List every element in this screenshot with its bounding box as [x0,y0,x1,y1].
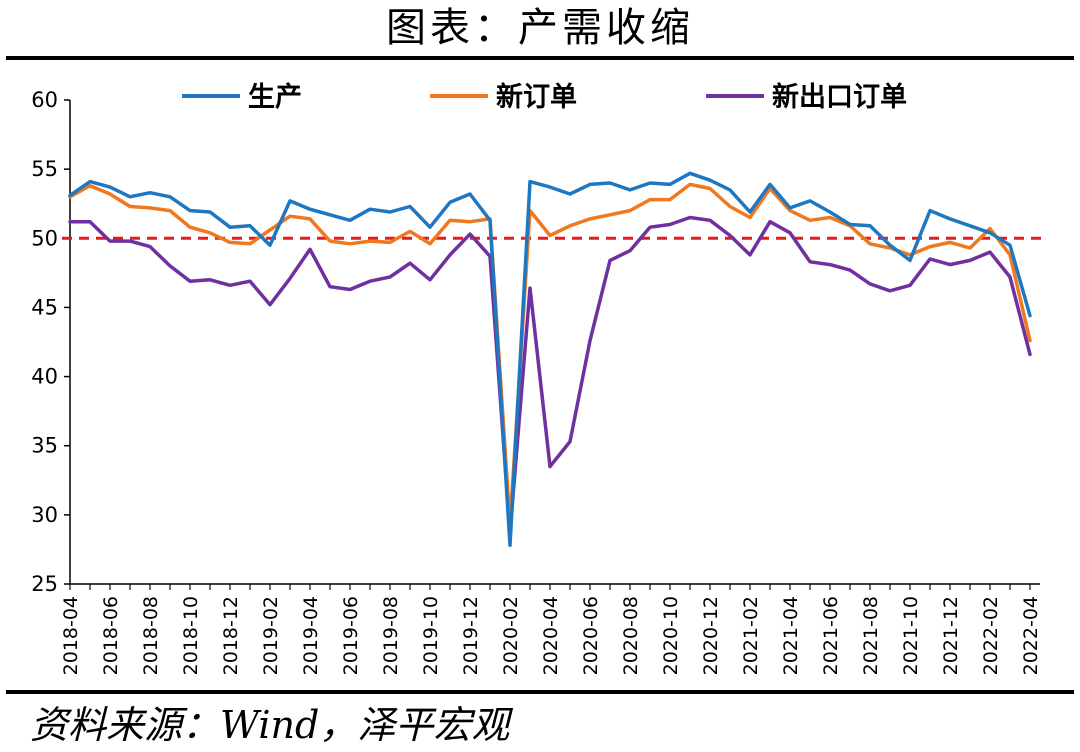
x-tick-label: 2021-10 [900,596,922,675]
y-tick-label: 40 [31,365,58,389]
source-note: 资料来源：Wind，泽平宏观 [30,703,510,747]
x-tick-label: 2019-02 [260,596,282,675]
series-line-1 [68,182,1032,527]
y-tick-label: 50 [31,226,58,250]
legend-label-1: 新订单 [496,81,577,113]
x-tick-label: 2018-08 [140,596,162,675]
y-tick-label: 60 [31,88,58,112]
series-line-2 [68,215,1032,535]
x-tick-label: 2019-06 [340,596,362,675]
x-tick-label: 2022-02 [980,596,1002,675]
y-tick-label: 45 [31,295,58,319]
x-tick-label: 2020-10 [660,596,682,675]
x-tick-label: 2019-10 [420,596,442,675]
x-tick-label: 2019-04 [300,596,322,675]
series-group [68,171,1032,548]
series-line-0 [68,171,1032,548]
x-tick-label: 2019-12 [460,596,482,675]
x-tick-label: 2020-02 [500,596,522,675]
y-tick-label: 55 [31,157,58,181]
x-tick-label: 2020-08 [620,596,642,675]
line-chart: 生产 新订单 新出口订单 25 30 35 40 45 50 55 60 2018-04 2018-0… [31,81,1044,675]
bottom-rule [6,690,1074,694]
x-tick-label: 2021-08 [860,596,882,675]
x-tick-label: 2022-04 [1020,596,1042,675]
x-tick-label: 2018-04 [60,596,82,675]
x-tick-label: 2020-06 [580,596,602,675]
x-tick-label: 2020-12 [700,596,722,675]
x-tick-label: 2021-02 [740,596,762,675]
x-tick-label: 2020-04 [540,596,562,675]
legend-label-0: 生产 [248,82,302,113]
y-tick-label: 25 [31,572,58,596]
page-title: 图表：产需收缩 [386,5,694,51]
x-tick-label: 2018-10 [180,596,202,675]
x-tick-label: 2019-08 [380,596,402,675]
x-tick-label: 2021-06 [820,596,842,675]
legend-label-2: 新出口订单 [772,81,907,113]
x-tick-label: 2018-12 [220,596,242,675]
x-tick-label: 2021-12 [940,596,962,675]
y-tick-label: 35 [31,434,58,458]
x-tick-label: 2021-04 [780,596,802,675]
axes: 25 30 35 40 45 50 55 60 2018-04 2018-06 2018-08 201… [31,88,1042,675]
x-tick-label: 2018-06 [100,596,122,675]
y-tick-label: 30 [31,503,58,527]
legend: 生产 新订单 新出口订单 [182,81,907,113]
top-rule [6,56,1074,60]
